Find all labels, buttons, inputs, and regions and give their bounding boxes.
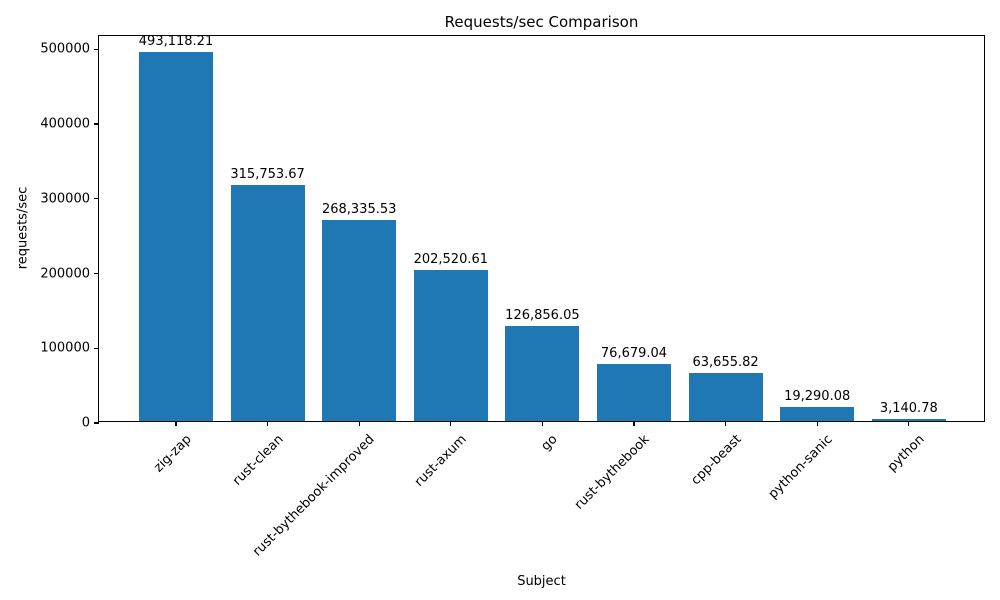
y-tick-label: 500000 <box>40 41 90 57</box>
y-tick-label: 100000 <box>40 340 90 356</box>
x-tick-mark <box>541 421 543 426</box>
y-axis-label: requests/sec <box>15 186 31 270</box>
bar-value-label: 3,140.78 <box>879 400 938 416</box>
x-tick-mark <box>175 421 177 426</box>
x-axis-label: Subject <box>517 574 566 589</box>
bar-value-label: 126,856.05 <box>505 308 580 324</box>
y-tick-label: 400000 <box>40 116 90 132</box>
bar-value-label: 63,655.82 <box>692 355 759 371</box>
y-tick-mark <box>94 198 99 200</box>
bar-value-label: 202,520.61 <box>413 251 489 267</box>
bar-value-label: 19,290.08 <box>784 388 851 404</box>
y-tick-mark <box>94 347 99 349</box>
x-tick-mark <box>725 421 727 426</box>
bar-rust-bythebook-improved <box>322 220 397 421</box>
x-tick-mark <box>908 421 910 426</box>
y-tick-label: 300000 <box>40 191 90 207</box>
bar-value-label: 268,335.53 <box>321 202 397 218</box>
bar-value-label: 315,753.67 <box>230 167 305 182</box>
y-tick-label: 200000 <box>40 266 90 281</box>
y-tick-mark <box>94 48 99 50</box>
bar-rust-bythebook <box>597 363 671 421</box>
y-tick-mark <box>94 272 99 275</box>
x-tick-mark <box>358 421 360 426</box>
bar-cpp-beast <box>688 373 763 421</box>
bar-python <box>871 418 946 421</box>
bar-python-sanic <box>780 406 855 421</box>
bar-value-label: 76,679.04 <box>600 345 668 361</box>
bar-zig-zap <box>139 52 213 421</box>
bar-go <box>505 326 580 421</box>
bar-rust-axum <box>413 269 488 421</box>
bar-value-label: 493,118.21 <box>138 34 214 50</box>
y-tick-label: 0 <box>81 415 90 431</box>
y-tick-mark <box>94 123 99 125</box>
x-tick-mark <box>816 421 818 426</box>
y-tick-mark <box>94 422 99 424</box>
plot-area: 0 100000 200000 300000 400000 500000 493,118.2… <box>40 34 985 559</box>
x-tick-mark <box>450 421 452 426</box>
chart-title: Requests/sec Comparison <box>444 13 639 31</box>
bar-rust-clean <box>230 185 305 421</box>
x-tick-mark <box>267 421 269 426</box>
x-tick-mark <box>633 421 635 426</box>
